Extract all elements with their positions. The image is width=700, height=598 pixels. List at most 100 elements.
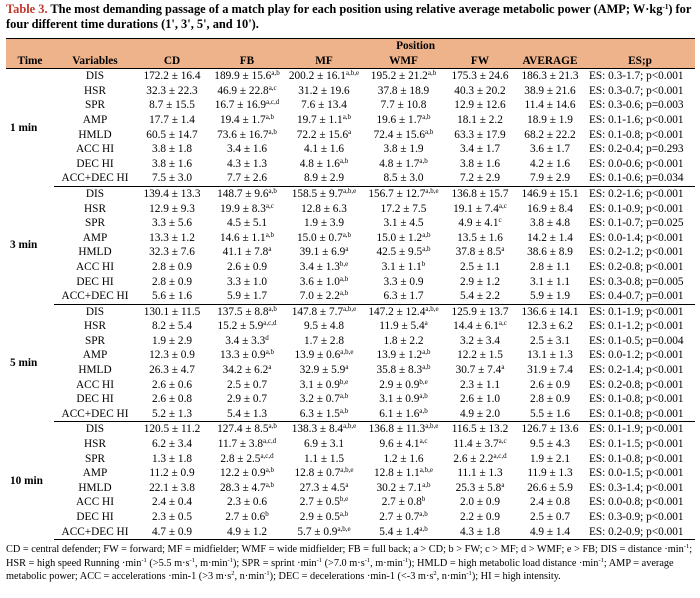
effect-size-cell: ES: 0.2-0.8; p<0.001 bbox=[589, 260, 684, 273]
value-cell-cd: 8.2 ± 5.4 bbox=[151, 320, 193, 333]
effect-size-cell: ES: 0.1-0.7; p=0.025 bbox=[589, 217, 684, 230]
variable-label: HSR bbox=[84, 202, 106, 215]
value-cell-fb: 2.8 ± 2.5a,c,d bbox=[220, 451, 274, 465]
value-cell-wmf: 156.7 ± 12.7a,b,e bbox=[368, 186, 439, 200]
value-cell-avg: 2.6 ± 0.9 bbox=[529, 378, 571, 391]
effect-size-cell: ES: 0.0-0.6; p<0.001 bbox=[589, 157, 684, 170]
table-row: ACC HI 2.6 ± 0.6 2.5 ± 0.7 3.1 ± 0.9b,e 2.9 … bbox=[6, 378, 695, 393]
value-cell-fw: 12.2 ± 1.5 bbox=[457, 349, 503, 362]
value-cell-fw: 25.3 ± 5.8a bbox=[455, 480, 505, 494]
value-cell-fw: 30.7 ± 7.4a bbox=[455, 363, 505, 377]
value-cell-wmf: 1.8 ± 2.2 bbox=[383, 334, 424, 347]
variable-label: ACC HI bbox=[76, 378, 114, 391]
value-cell-fw: 4.9 ± 4.1c bbox=[458, 216, 502, 230]
table-row: DEC HI 2.8 ± 0.9 3.3 ± 1.0 3.6 ± 1.0a,b 3.3 … bbox=[6, 275, 695, 290]
value-cell-wmf: 72.4 ± 15.6a,b bbox=[373, 127, 434, 141]
effect-size-cell: ES: 0.3-0.7; p<0.001 bbox=[589, 84, 684, 97]
value-cell-wmf: 136.8 ± 11.3a,b,e bbox=[368, 422, 439, 436]
effect-size-cell: ES: 0.1-1.2; p<0.001 bbox=[589, 320, 684, 333]
value-cell-mf: 72.2 ± 15.6a bbox=[296, 127, 352, 141]
value-cell-avg: 4.9 ± 1.4 bbox=[515, 524, 585, 541]
value-cell-avg: 31.9 ± 7.4 bbox=[527, 364, 573, 377]
value-cell-avg: 146.9 ± 15.1 bbox=[521, 187, 579, 200]
value-cell-fb: 7.7 ± 2.6 bbox=[208, 171, 286, 187]
effect-size-cell: ES: 0.3-0.8; p=0.005 bbox=[589, 275, 684, 288]
value-cell-avg: 3.1 ± 1.1 bbox=[529, 275, 571, 288]
value-cell-cd: 12.3 ± 0.9 bbox=[149, 349, 195, 362]
value-cell-avg: 18.9 ± 1.9 bbox=[527, 113, 573, 126]
table-row: ACC+DEC HI 5.2 ± 1.3 5.4 ± 1.3 6.3 ± 1.5a,b… bbox=[6, 406, 696, 423]
value-cell-avg: 16.9 ± 8.4 bbox=[527, 202, 573, 215]
header-row-columns: Time Variables CD FB MF WMF FW AVERAGE E… bbox=[6, 53, 696, 70]
value-cell-wmf: 2.7 ± 0.7a,b bbox=[379, 510, 428, 524]
table-row: 5 min DIS 130.1 ± 11.5 137.5 ± 8.8a,b 147.8 … bbox=[6, 304, 695, 369]
value-cell-fb: 73.6 ± 16.7a,b bbox=[217, 127, 277, 141]
table-row: ACC HI 2.8 ± 0.9 2.6 ± 0.9 3.4 ± 1.3b,e 3.1 … bbox=[6, 260, 695, 275]
variable-label: ACC+DEC HI bbox=[54, 171, 136, 187]
effect-size-cell: ES: 0.3-0.6; p=0.003 bbox=[589, 99, 684, 112]
variable-label: DIS bbox=[85, 305, 105, 318]
value-cell-wmf: 9.6 ± 4.1a,c bbox=[379, 437, 428, 451]
value-cell-mf: 15.0 ± 0.7a,b bbox=[296, 230, 352, 244]
value-cell-wmf: 3.1 ± 1.1b bbox=[381, 259, 426, 273]
effect-size-cell: ES: 0.1-0.5; p=0.004 bbox=[589, 334, 684, 347]
value-cell-fb: 2.6 ± 0.9 bbox=[226, 260, 268, 273]
value-cell-fb: 3.4 ± 1.6 bbox=[226, 143, 268, 156]
value-cell-fb: 46.9 ± 22.8a,c bbox=[217, 83, 277, 97]
value-cell-cd: 12.9 ± 9.3 bbox=[149, 202, 195, 215]
value-cell-wmf: 6.3 ± 1.7 bbox=[362, 289, 445, 305]
table-row: SPR 1.9 ± 2.9 3.4 ± 3.3d 1.7 ± 2.8 1.8 ± 2.2… bbox=[6, 334, 695, 349]
value-cell-cd: 1.9 ± 2.9 bbox=[151, 334, 193, 347]
value-cell-avg: 38.9 ± 21.6 bbox=[524, 84, 576, 97]
value-cell-fb: 15.2 ± 5.9a,c,d bbox=[217, 319, 277, 333]
value-cell-cd: 32.3 ± 7.6 bbox=[149, 246, 195, 259]
table-row: DEC HI 2.6 ± 0.8 2.9 ± 0.7 3.2 ± 0.7a,b 3.1 … bbox=[6, 392, 695, 407]
value-cell-fw: 175.3 ± 24.6 bbox=[451, 70, 509, 83]
effect-size-cell: ES: 0.1-1.5; p<0.001 bbox=[589, 438, 684, 451]
value-cell-fw: 136.8 ± 15.7 bbox=[451, 187, 509, 200]
value-cell-avg: 4.2 ± 1.6 bbox=[529, 157, 571, 170]
value-cell-avg: 2.4 ± 0.8 bbox=[529, 496, 571, 509]
table-row: AMP 12.3 ± 0.9 13.3 ± 0.9a,b 13.9 ± 0.6a,b,… bbox=[6, 348, 695, 363]
table-title: The most demanding passage of a match pl… bbox=[6, 2, 692, 31]
effect-size-cell: ES: 0.3-0.9; p<0.001 bbox=[589, 511, 684, 523]
value-cell-cd: 2.8 ± 0.9 bbox=[151, 275, 193, 288]
value-cell-mf: 8.9 ± 2.9 bbox=[286, 171, 362, 187]
value-cell-mf: 1.1 ± 1.5 bbox=[303, 452, 345, 465]
value-cell-cd: 130.1 ± 11.5 bbox=[143, 305, 201, 318]
variable-label: SPR bbox=[84, 217, 106, 230]
value-cell-fb: 19.4 ± 1.7a,b bbox=[219, 112, 275, 126]
value-cell-mf: 5.7 ± 0.9a,b,e bbox=[286, 524, 362, 541]
value-cell-mf: 6.3 ± 1.5a,b bbox=[286, 406, 362, 423]
value-cell-mf: 2.7 ± 0.5b,e bbox=[299, 495, 349, 509]
variable-label: DEC HI bbox=[76, 393, 114, 406]
value-cell-avg: 26.6 ± 5.9 bbox=[527, 481, 573, 494]
value-cell-cd: 17.7 ± 1.4 bbox=[149, 113, 195, 126]
time-label: 10 min bbox=[10, 474, 43, 487]
effect-size-cell: ES: 0.1-0.8; p<0.001 bbox=[589, 393, 684, 406]
effect-size-cell: ES: 0.2-0.9; p<0.001 bbox=[585, 524, 696, 541]
variable-label: DEC HI bbox=[76, 157, 114, 170]
value-cell-wmf: 3.1 ± 4.5 bbox=[383, 217, 424, 230]
value-cell-fw: 3.2 ± 3.4 bbox=[459, 334, 501, 347]
value-cell-wmf: 195.2 ± 21.2a,b bbox=[370, 69, 437, 83]
value-cell-avg: 3.8 ± 4.8 bbox=[529, 217, 571, 230]
value-cell-fw: 3.4 ± 1.7 bbox=[459, 143, 501, 156]
value-cell-mf: 9.5 ± 4.8 bbox=[303, 320, 345, 333]
value-cell-avg: 126.7 ± 13.6 bbox=[521, 423, 579, 436]
table-caption: Table 3. The most demanding passage of a… bbox=[6, 2, 696, 31]
value-cell-mf: 4.1 ± 1.6 bbox=[303, 143, 345, 156]
value-cell-wmf: 35.8 ± 8.3a,b bbox=[376, 363, 431, 377]
value-cell-mf: 1.7 ± 2.8 bbox=[303, 334, 345, 347]
variable-label: ACC HI bbox=[76, 260, 114, 273]
value-cell-fw: 2.5 ± 1.1 bbox=[459, 260, 501, 273]
time-label: 1 min bbox=[10, 121, 38, 134]
value-cell-wmf: 3.8 ± 1.9 bbox=[383, 143, 424, 156]
value-cell-avg: 2.5 ± 3.1 bbox=[529, 334, 571, 347]
value-cell-cd: 60.5 ± 14.7 bbox=[146, 128, 198, 141]
variable-label: SPR bbox=[84, 452, 106, 465]
value-cell-mf: 7.0 ± 2.2a,b bbox=[286, 289, 362, 305]
value-cell-fw: 37.8 ± 8.5a bbox=[455, 245, 505, 259]
variable-label: HSR bbox=[84, 438, 106, 451]
value-cell-mf: 39.1 ± 6.9a bbox=[299, 245, 349, 259]
